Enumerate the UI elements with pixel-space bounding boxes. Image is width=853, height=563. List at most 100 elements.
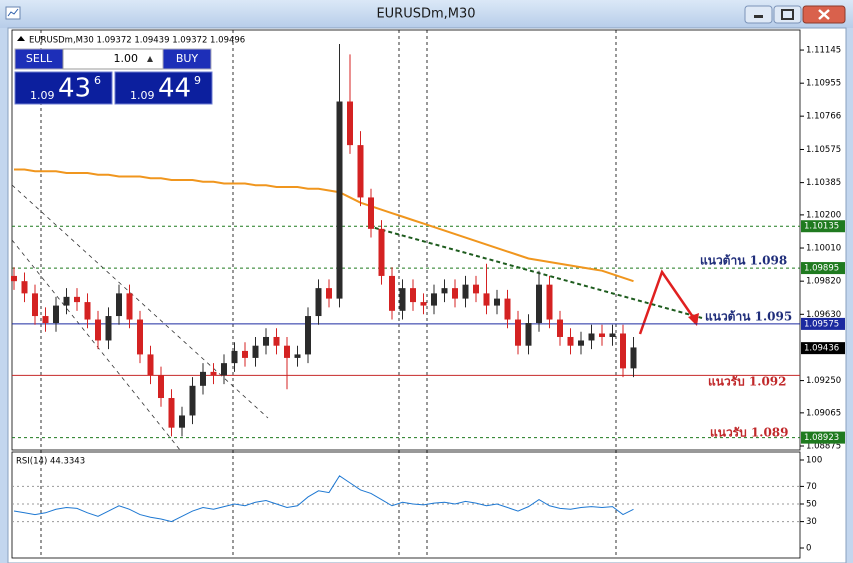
candle-body (137, 319, 143, 355)
candle-body (494, 298, 500, 306)
candle-body (210, 371, 217, 376)
annotation: แนวรับ 1.089 (710, 426, 789, 440)
trade-panel: SELL 1.00 BUY 1.09 43 6 1.09 44 9 (14, 48, 213, 105)
candle-body (630, 347, 637, 369)
y-tick-label: 1.10766 (806, 112, 841, 122)
chart-header: EURUSDm,M30 1.09372 1.09439 1.09372 1.09… (29, 36, 245, 46)
y-tick-label: 1.08875 (806, 441, 841, 451)
candle-body (147, 354, 154, 376)
collapse-icon (17, 36, 25, 41)
rsi-tick-label: 30 (806, 517, 817, 527)
candle-body (189, 385, 196, 416)
candle-body (263, 336, 269, 346)
candle-body (378, 228, 385, 276)
level-price-label: 1.09895 (804, 264, 839, 274)
rsi-tick-label: 100 (806, 456, 822, 466)
annotation: แนวต้าน 1.095 (705, 310, 792, 324)
sell-price-main: 43 (58, 74, 91, 104)
lots-spinner[interactable] (147, 56, 153, 62)
candle-body (252, 345, 259, 358)
sell-price-box[interactable] (14, 71, 113, 105)
candle-body (336, 101, 343, 299)
sell-price-point: 6 (94, 74, 101, 87)
level-price-label: 1.10135 (804, 222, 839, 232)
y-tick-label: 1.09065 (806, 408, 841, 418)
candle-body (74, 296, 80, 303)
buy-label: BUY (176, 52, 199, 65)
candle-body (567, 336, 574, 346)
candle-body (515, 319, 521, 346)
y-tick-label: 1.10575 (806, 145, 841, 155)
candle-body (84, 302, 91, 320)
buy-price-point: 9 (194, 74, 201, 87)
rsi-line (13, 475, 634, 523)
lots-value: 1.00 (114, 52, 139, 65)
minimize-button[interactable] (744, 5, 773, 24)
window-icon-graph (7, 8, 19, 17)
candle-body (200, 371, 206, 386)
arrow-head (688, 313, 699, 326)
rsi-panel (11, 451, 801, 559)
y-tick-label: 1.10955 (806, 79, 841, 89)
candle-body (483, 293, 490, 306)
candle-body (557, 319, 563, 337)
y-tick-label: 1.09820 (806, 277, 841, 287)
level-price-label: 1.09575 (804, 319, 839, 329)
candle-body (546, 284, 553, 320)
candle-body (536, 284, 542, 324)
candle-body (473, 284, 479, 294)
rsi-tick-label: 50 (806, 500, 817, 510)
annotation: แนวต้าน 1.098 (700, 254, 787, 268)
candle-body (609, 333, 616, 337)
candle-body (504, 298, 511, 320)
y-tick-label: 1.10385 (806, 178, 841, 188)
rsi-tick-label: 0 (806, 544, 811, 554)
candle-body (294, 354, 301, 358)
buy-price-box[interactable] (114, 71, 213, 105)
y-tick-label: 1.10010 (806, 244, 841, 254)
candle-body (620, 333, 626, 369)
candle-body (116, 293, 122, 317)
candle-body (105, 316, 112, 341)
candle-body (63, 296, 70, 306)
forecast-arrow (638, 269, 697, 335)
candle-body (578, 340, 584, 346)
sell-price-prefix: 1.09 (30, 89, 55, 102)
level-price-box (801, 317, 845, 330)
sell-label: SELL (26, 52, 53, 65)
candle-body (242, 350, 248, 358)
candle-body (231, 350, 238, 364)
y-tick-label: 1.11145 (806, 46, 841, 56)
title-bar (0, 0, 853, 28)
candle-body (420, 302, 427, 306)
current-price-box (801, 342, 845, 355)
candle-body (158, 375, 164, 399)
candle-body (326, 288, 332, 299)
rsi-title: RSI(14) 44.3343 (16, 457, 85, 467)
candle-body (273, 336, 280, 346)
candle-body (21, 281, 28, 294)
maximize-button[interactable] (773, 5, 802, 24)
close-button[interactable] (802, 5, 846, 24)
candle-body (357, 145, 364, 198)
level-price-box (801, 220, 845, 233)
candle-body (410, 288, 416, 303)
annotation: แนวรับ 1.092 (708, 375, 787, 389)
candle-body (168, 398, 175, 428)
candle-body (347, 101, 353, 146)
buy-button[interactable] (162, 48, 212, 70)
y-tick-label: 1.09250 (806, 376, 841, 386)
candle-body (599, 333, 605, 337)
level-price-box (801, 262, 845, 275)
moving-average (14, 168, 634, 283)
trend-channel (11, 184, 269, 451)
buy-price-prefix: 1.09 (130, 89, 155, 102)
candle-body (53, 305, 59, 324)
level-price-box (801, 431, 845, 444)
candle-body (126, 293, 133, 320)
candle-body (452, 288, 458, 299)
candle-body (389, 275, 395, 311)
candle-body (305, 316, 311, 355)
current-price-label: 1.09436 (804, 344, 839, 354)
